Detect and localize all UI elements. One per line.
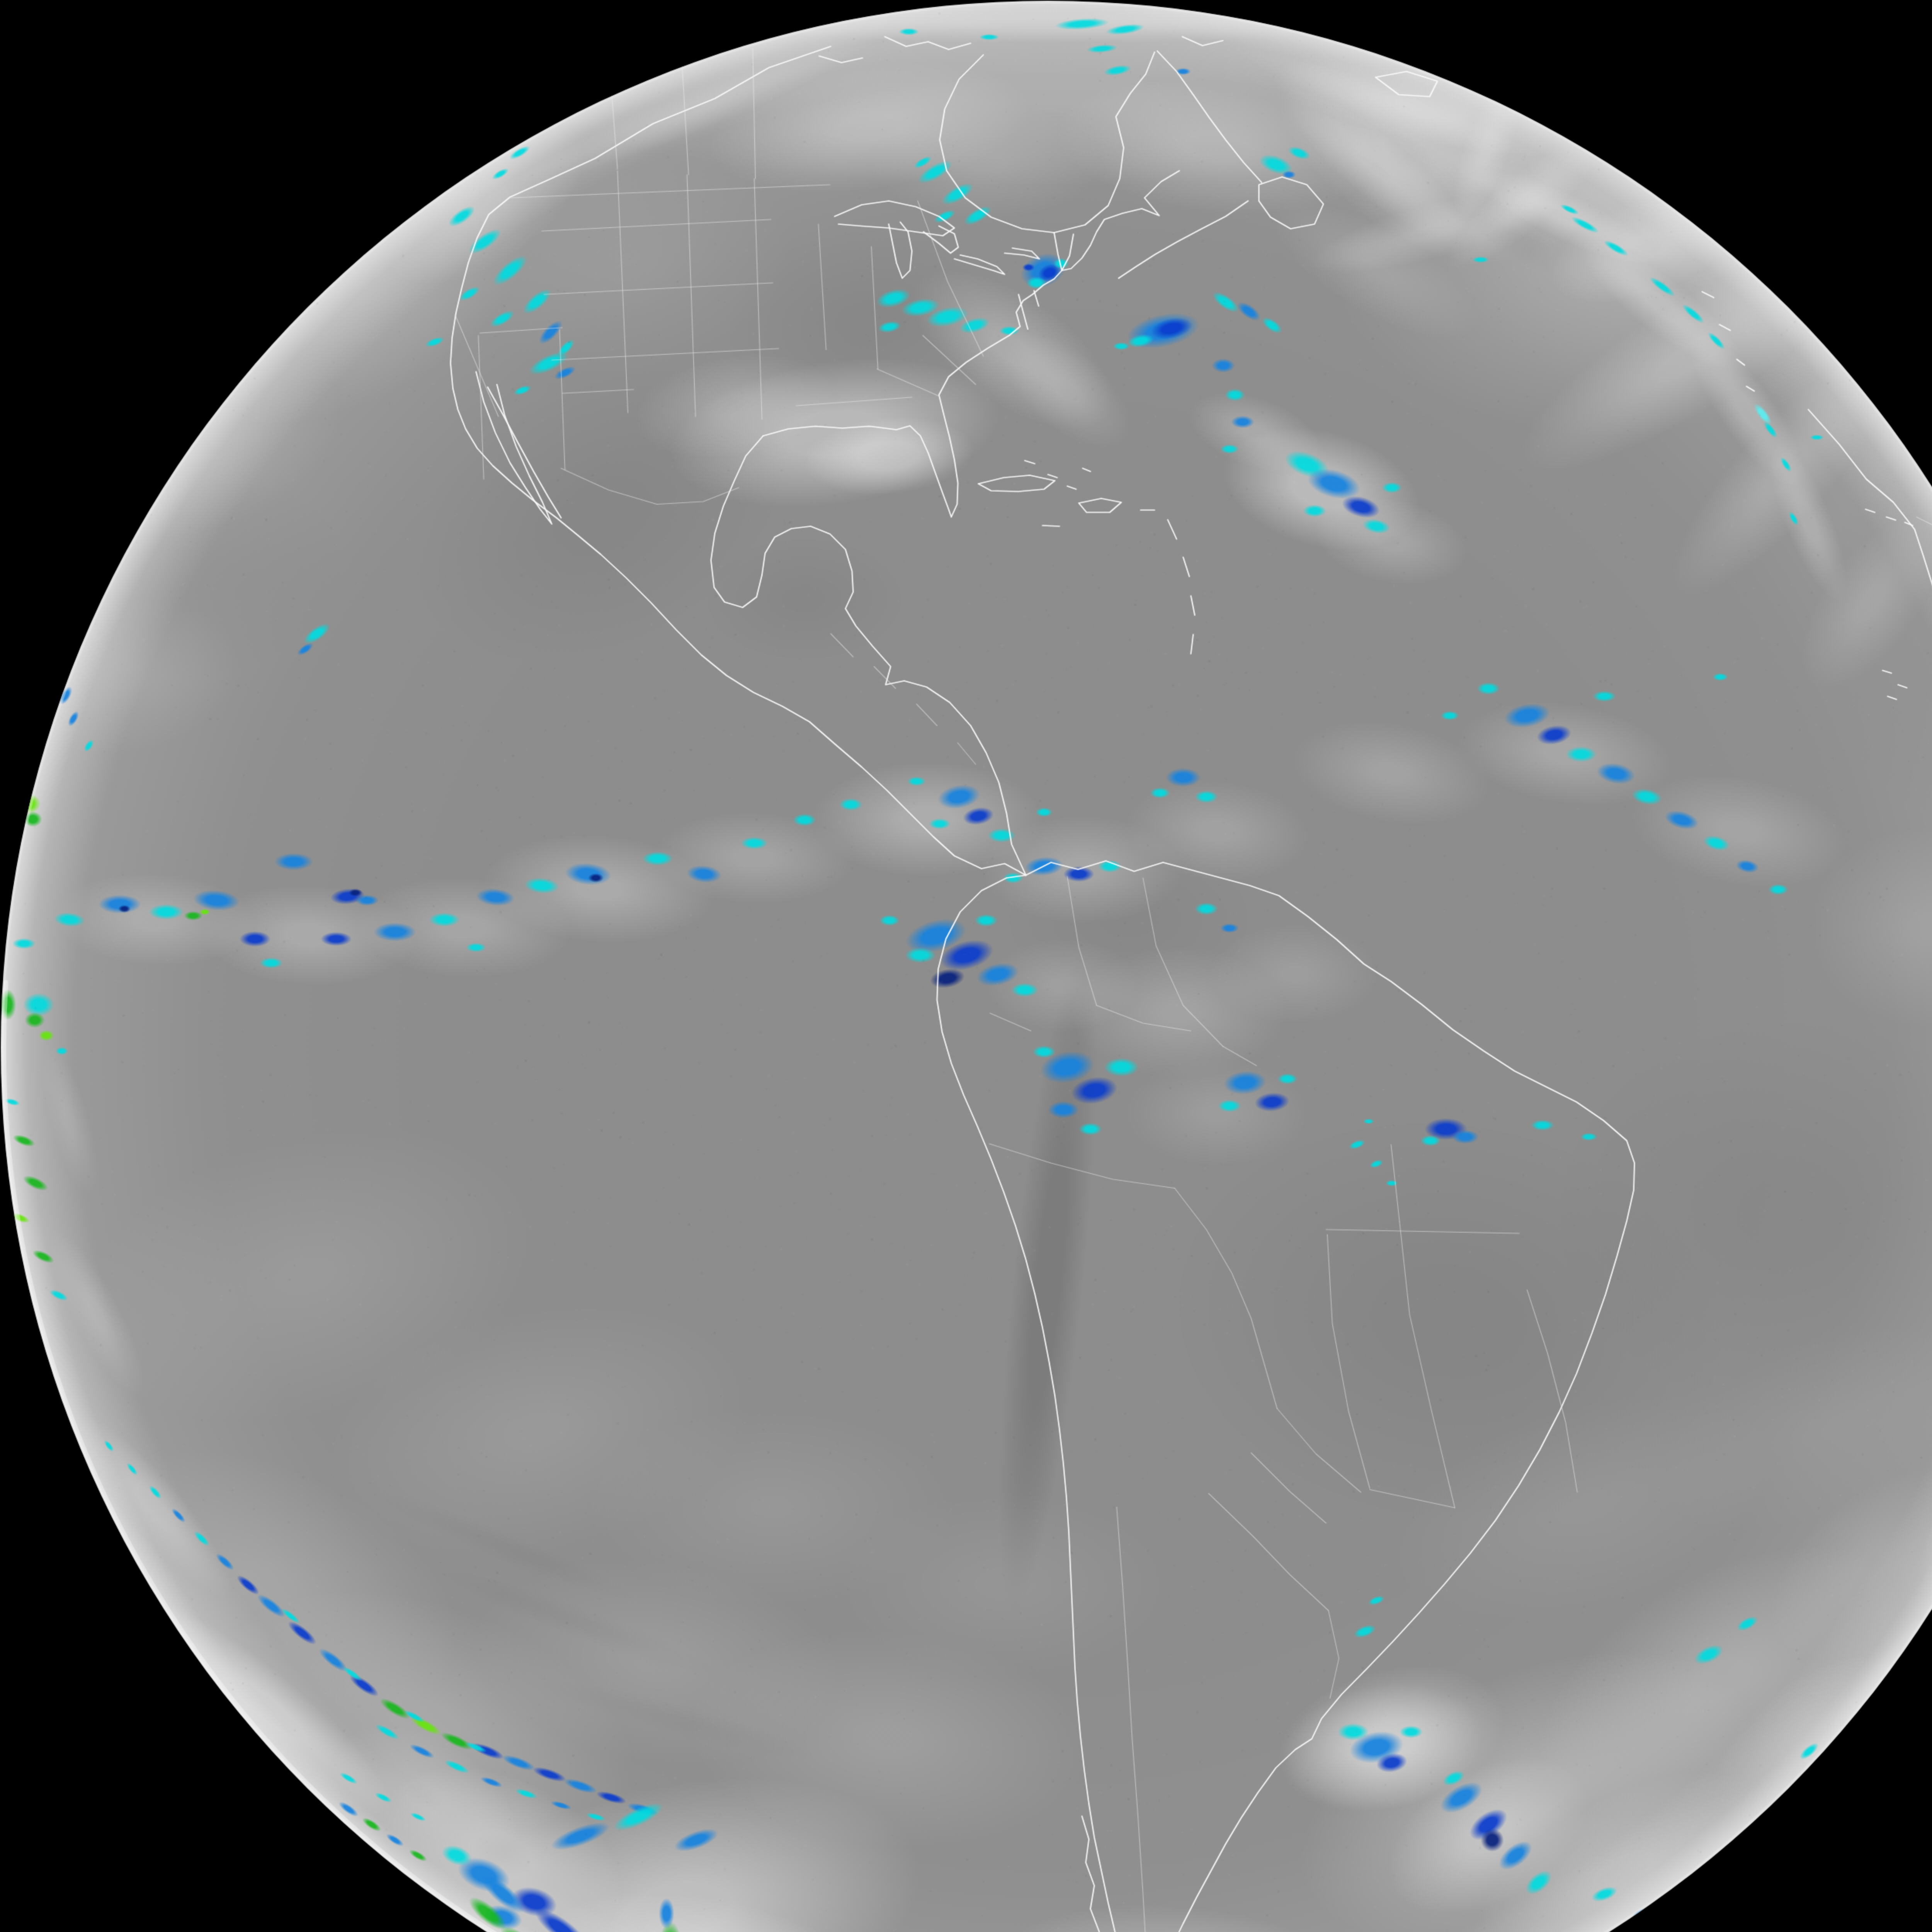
space-background bbox=[0, 0, 1932, 1932]
earth-full-disk-satellite-image bbox=[0, 0, 1932, 1932]
